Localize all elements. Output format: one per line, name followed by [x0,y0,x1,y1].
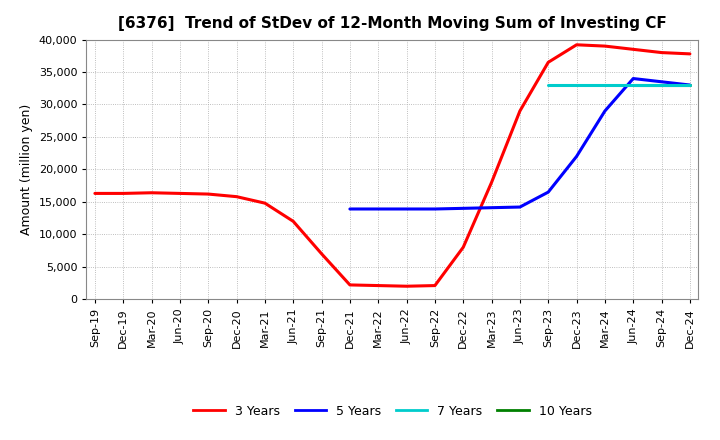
Legend: 3 Years, 5 Years, 7 Years, 10 Years: 3 Years, 5 Years, 7 Years, 10 Years [188,400,597,423]
Title: [6376]  Trend of StDev of 12-Month Moving Sum of Investing CF: [6376] Trend of StDev of 12-Month Moving… [118,16,667,32]
Y-axis label: Amount (million yen): Amount (million yen) [20,104,33,235]
